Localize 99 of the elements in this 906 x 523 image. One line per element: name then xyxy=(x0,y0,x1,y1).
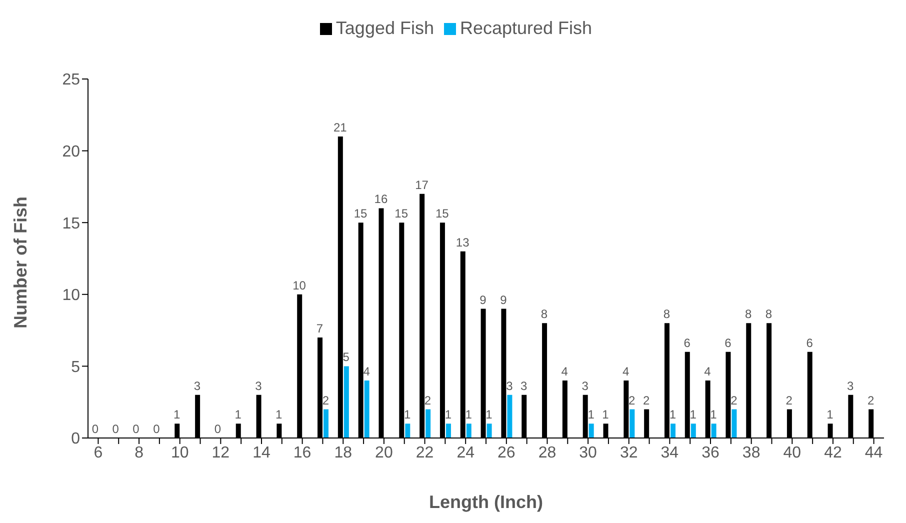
data-label: 0 xyxy=(214,422,222,436)
data-label: 1 xyxy=(234,408,242,422)
x-tick-label: 26 xyxy=(498,444,516,462)
data-label: 8 xyxy=(765,307,772,322)
data-label: 3 xyxy=(255,378,262,393)
bar xyxy=(344,366,349,438)
x-tick-label: 14 xyxy=(252,444,270,462)
data-label: 2 xyxy=(867,393,874,408)
data-label: 2 xyxy=(730,393,738,408)
bar xyxy=(630,409,635,438)
data-label: 7 xyxy=(316,321,324,336)
x-tick-label: 12 xyxy=(212,444,230,462)
x-tick-label: 34 xyxy=(660,444,679,462)
x-tick-label: 22 xyxy=(416,444,434,462)
data-label: 3 xyxy=(520,378,528,393)
data-label: 13 xyxy=(456,235,470,250)
bar xyxy=(324,409,329,438)
bar xyxy=(588,424,594,438)
data-label: 1 xyxy=(486,408,493,422)
data-label: 5 xyxy=(342,350,350,364)
bar xyxy=(711,424,716,438)
data-label: 1 xyxy=(588,408,595,422)
data-label: 3 xyxy=(582,378,589,393)
data-label: 0 xyxy=(92,422,99,436)
data-label: 1 xyxy=(404,408,412,422)
data-label: 6 xyxy=(806,336,814,350)
y-tick-label: 15 xyxy=(62,215,80,232)
data-label: 15 xyxy=(394,206,408,221)
legend-label: Recaptured Fish xyxy=(460,18,592,38)
data-label: 2 xyxy=(424,393,432,408)
data-label: 1 xyxy=(602,408,610,422)
bar xyxy=(446,424,451,438)
bar xyxy=(486,424,492,438)
data-label: 1 xyxy=(710,408,718,422)
x-tick-label: 20 xyxy=(375,444,393,462)
data-label: 4 xyxy=(622,364,630,379)
data-label: 1 xyxy=(690,408,697,422)
x-tick-label: 42 xyxy=(824,444,842,462)
data-label: 8 xyxy=(540,307,548,322)
data-label: 8 xyxy=(744,307,752,322)
data-label: 1 xyxy=(174,408,180,422)
x-tick-label: 16 xyxy=(293,444,312,462)
x-tick-label: 40 xyxy=(783,444,802,462)
bar xyxy=(364,380,370,438)
x-tick-label: 28 xyxy=(538,444,556,462)
data-label: 9 xyxy=(480,292,487,307)
data-label: 6 xyxy=(684,336,691,350)
data-label: 17 xyxy=(415,178,429,192)
x-tick-label: 32 xyxy=(620,444,638,462)
x-tick-label: 44 xyxy=(864,444,883,462)
data-label: 1 xyxy=(276,408,283,422)
x-tick-label: 18 xyxy=(334,444,352,462)
y-axis-title: Number of Fish xyxy=(10,196,30,328)
data-label: 1 xyxy=(465,408,472,422)
data-label: 6 xyxy=(724,336,732,350)
data-label: 2 xyxy=(786,393,793,408)
data-label: 3 xyxy=(194,378,201,393)
data-label: 3 xyxy=(506,378,514,393)
data-label: 4 xyxy=(704,364,712,379)
data-label: 3 xyxy=(847,378,854,393)
x-tick-label: 8 xyxy=(134,444,144,462)
y-tick-label: 5 xyxy=(71,358,80,376)
data-label: 10 xyxy=(292,278,306,292)
data-label: 4 xyxy=(363,364,370,379)
bar xyxy=(507,394,512,438)
data-label: 15 xyxy=(354,206,368,221)
data-label: 0 xyxy=(112,422,120,436)
x-tick-label: 6 xyxy=(94,444,103,462)
data-label: 2 xyxy=(642,393,650,408)
data-label: 0 xyxy=(132,422,140,436)
bar xyxy=(690,424,696,438)
legend-label: Tagged Fish xyxy=(336,18,434,38)
y-tick-label: 0 xyxy=(71,430,80,448)
y-tick-label: 20 xyxy=(62,143,80,160)
data-label: 15 xyxy=(436,206,450,221)
data-label: 1 xyxy=(669,408,676,422)
data-label: 0 xyxy=(153,422,160,436)
bar xyxy=(466,424,472,438)
bar xyxy=(426,409,431,438)
bar xyxy=(405,424,410,438)
x-tick-label: 38 xyxy=(742,444,760,462)
data-label: 1 xyxy=(826,408,834,422)
data-label: 1 xyxy=(444,408,452,422)
bar xyxy=(732,409,737,438)
data-label: 2 xyxy=(628,393,636,408)
data-label: 4 xyxy=(561,364,568,379)
data-label: 2 xyxy=(322,393,330,408)
y-tick-label: 10 xyxy=(62,287,80,304)
x-tick-label: 30 xyxy=(579,444,598,462)
x-tick-label: 24 xyxy=(456,444,475,462)
data-label: 9 xyxy=(500,292,508,307)
x-tick-label: 36 xyxy=(702,444,720,462)
x-tick-label: 10 xyxy=(170,444,189,462)
y-tick-label: 25 xyxy=(62,72,80,89)
x-axis-title: Length (Inch) xyxy=(429,492,543,512)
data-label: 21 xyxy=(333,120,348,134)
bar xyxy=(670,424,676,438)
data-label: 8 xyxy=(663,307,670,322)
data-label: 16 xyxy=(374,192,388,206)
